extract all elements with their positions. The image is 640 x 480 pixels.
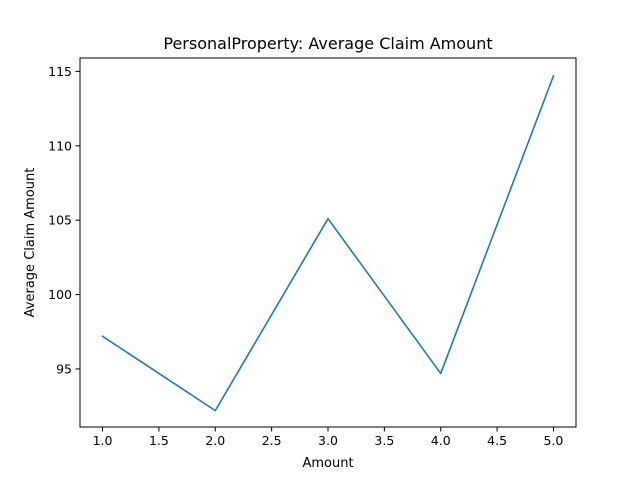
plot-area (80, 58, 576, 427)
x-tick-label: 1.0 (93, 433, 113, 448)
series-line (101, 74, 555, 412)
x-tick-label: 3.0 (318, 433, 338, 448)
y-tick-label: 95 (56, 361, 72, 376)
chart-title: PersonalProperty: Average Claim Amount (163, 34, 492, 53)
x-tick-label: 4.0 (431, 433, 451, 448)
x-tick-label: 2.5 (262, 433, 282, 448)
x-axis-ticks: 1.0 1.5 2.0 2.5 3.0 3.5 4.0 4.5 5.0 (93, 427, 564, 448)
series-layer (101, 74, 555, 412)
x-tick-label: 4.5 (487, 433, 507, 448)
x-tick-label: 1.5 (149, 433, 169, 448)
x-tick-label: 3.5 (374, 433, 394, 448)
y-tick-label: 110 (48, 138, 72, 153)
x-tick-label: 2.0 (205, 433, 225, 448)
x-axis-label: Amount (302, 456, 353, 471)
y-tick-label: 115 (48, 64, 72, 79)
y-axis-ticks: 95 100 105 110 115 (48, 64, 80, 376)
plot-frame (79, 57, 577, 428)
y-tick-label: 105 (48, 213, 72, 228)
y-tick-label: 100 (48, 287, 72, 302)
x-tick-label: 5.0 (544, 433, 564, 448)
y-axis-label: Average Claim Amount (23, 168, 38, 318)
